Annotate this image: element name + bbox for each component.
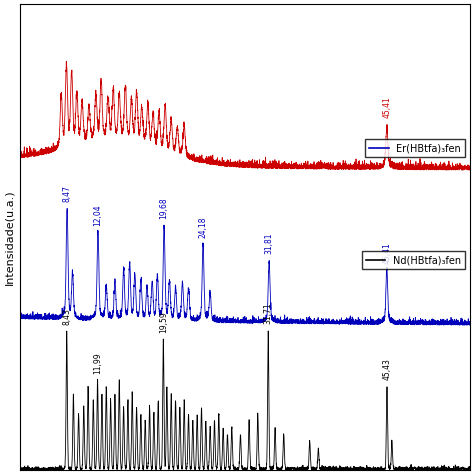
Text: 19,59: 19,59 xyxy=(159,311,168,332)
Text: 12,04: 12,04 xyxy=(93,204,102,226)
Text: 45,43: 45,43 xyxy=(383,358,392,380)
Text: 19,68: 19,68 xyxy=(160,197,169,219)
Y-axis label: Intensidade(u.a.): Intensidade(u.a.) xyxy=(4,189,14,285)
Text: 11,99: 11,99 xyxy=(93,353,102,374)
Text: 24,18: 24,18 xyxy=(199,217,208,238)
Text: 31,81: 31,81 xyxy=(264,232,273,254)
Text: 45,41: 45,41 xyxy=(383,242,392,264)
Text: 45,41: 45,41 xyxy=(383,96,392,118)
Legend: Nd(HBtfa)₃fen: Nd(HBtfa)₃fen xyxy=(362,251,465,269)
Text: 8,47: 8,47 xyxy=(63,185,72,202)
Text: 31,71: 31,71 xyxy=(264,303,273,324)
Text: 8,43: 8,43 xyxy=(62,308,71,325)
